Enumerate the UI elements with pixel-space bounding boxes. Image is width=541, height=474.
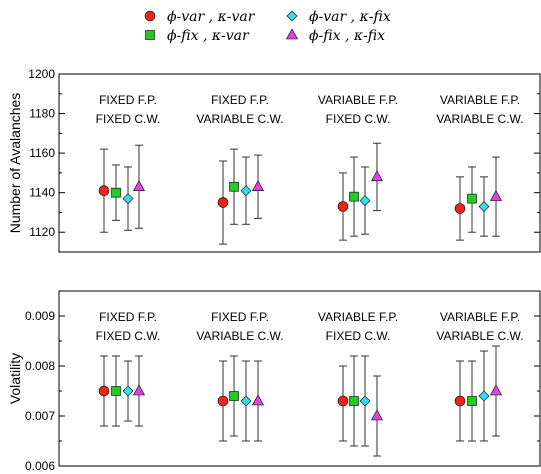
circle-data-point (98, 385, 110, 397)
group-annotation: FIXED C.W. (326, 112, 391, 126)
square-data-point (229, 181, 239, 192)
y-tick-label: 1160 (29, 146, 55, 160)
legend-label: ϕ-var , κ-fix (309, 9, 391, 25)
legend-label: ϕ-var , κ-var (167, 9, 256, 25)
diamond-data-point (240, 395, 252, 407)
y-axis-label: Number of Avalanches (7, 93, 23, 234)
triangle-data-point (489, 189, 503, 201)
y-tick-label: 1180 (29, 107, 55, 121)
volatility-panel: 0.006 0.007 0.008 0.009 Volatility FIXED F.P.… (7, 290, 541, 473)
group-annotation: VARIABLE C.W. (436, 329, 523, 343)
diamond-data-point (122, 193, 134, 205)
legend-label: ϕ-fix , κ-fix (309, 28, 385, 44)
y-tick-label: 0.006 (25, 459, 55, 473)
legend-label: ϕ-fix , κ-var (167, 28, 250, 44)
square-data-point (229, 391, 239, 401)
diamond-data-point (122, 385, 134, 397)
group-annotation: VARIABLE C.W. (436, 112, 523, 126)
y-tick-label: 0.007 (25, 409, 55, 423)
diamond-legend-marker (286, 10, 298, 22)
square-data-point (467, 396, 477, 406)
group-annotation: VARIABLE F.P. (318, 93, 398, 107)
y-tick-label: 1200 (28, 67, 55, 81)
diamond-data-point (240, 185, 252, 197)
group-annotation: VARIABLE F.P. (440, 93, 520, 107)
diamond-data-point (478, 390, 490, 402)
triangle-data-point (132, 384, 146, 396)
plot-frame (58, 73, 541, 253)
circle-legend-marker (144, 10, 156, 22)
square-legend-marker (145, 30, 155, 40)
circle-data-point (217, 395, 229, 407)
triangle-data-point (251, 394, 265, 406)
circle-data-point (454, 395, 466, 407)
group-annotation: FIXED F.P. (211, 93, 269, 107)
diamond-data-point (359, 195, 371, 207)
triangle-data-point (251, 180, 265, 192)
diamond-data-point (359, 395, 371, 407)
diamond-data-point (478, 201, 490, 212)
circle-data-point (337, 201, 349, 212)
triangle-data-point (370, 409, 384, 421)
avalanches-panel: 1120 1140 1160 1180 1200 Number of Avalanches… (7, 67, 541, 253)
triangle-legend-marker (285, 28, 299, 40)
group-annotation: FIXED C.W. (326, 329, 391, 343)
plot-frame (58, 290, 541, 467)
y-tick-label: 1140 (29, 186, 55, 200)
y-tick-label: 1120 (29, 225, 55, 239)
group-annotation: FIXED F.P. (211, 310, 269, 324)
group-annotation: VARIABLE C.W. (196, 112, 283, 126)
legend: ϕ-var , κ-var ϕ-fix , κ-var ϕ-var , κ-fix ϕ… (144, 9, 391, 44)
group-annotation: FIXED C.W. (96, 112, 161, 126)
circle-data-point (217, 197, 229, 208)
square-data-point (349, 396, 359, 406)
triangle-data-point (132, 180, 146, 192)
group-annotation: FIXED F.P. (99, 93, 157, 107)
group-annotation: VARIABLE F.P. (440, 310, 520, 324)
triangle-data-point (370, 170, 384, 182)
square-data-point (467, 193, 477, 204)
group-annotation: VARIABLE C.W. (196, 329, 283, 343)
y-tick-label: 0.008 (25, 359, 55, 373)
circle-data-point (337, 395, 349, 407)
y-tick-label: 0.009 (25, 309, 55, 323)
triangle-data-point (489, 384, 503, 396)
square-data-point (111, 187, 121, 198)
group-annotation: VARIABLE F.P. (318, 310, 398, 324)
y-axis-label: Volatility (7, 353, 23, 404)
circle-data-point (454, 203, 466, 214)
square-data-point (349, 191, 359, 202)
group-annotation: FIXED F.P. (99, 310, 157, 324)
square-data-point (111, 386, 121, 396)
group-annotation: FIXED C.W. (96, 329, 161, 343)
circle-data-point (98, 185, 110, 196)
